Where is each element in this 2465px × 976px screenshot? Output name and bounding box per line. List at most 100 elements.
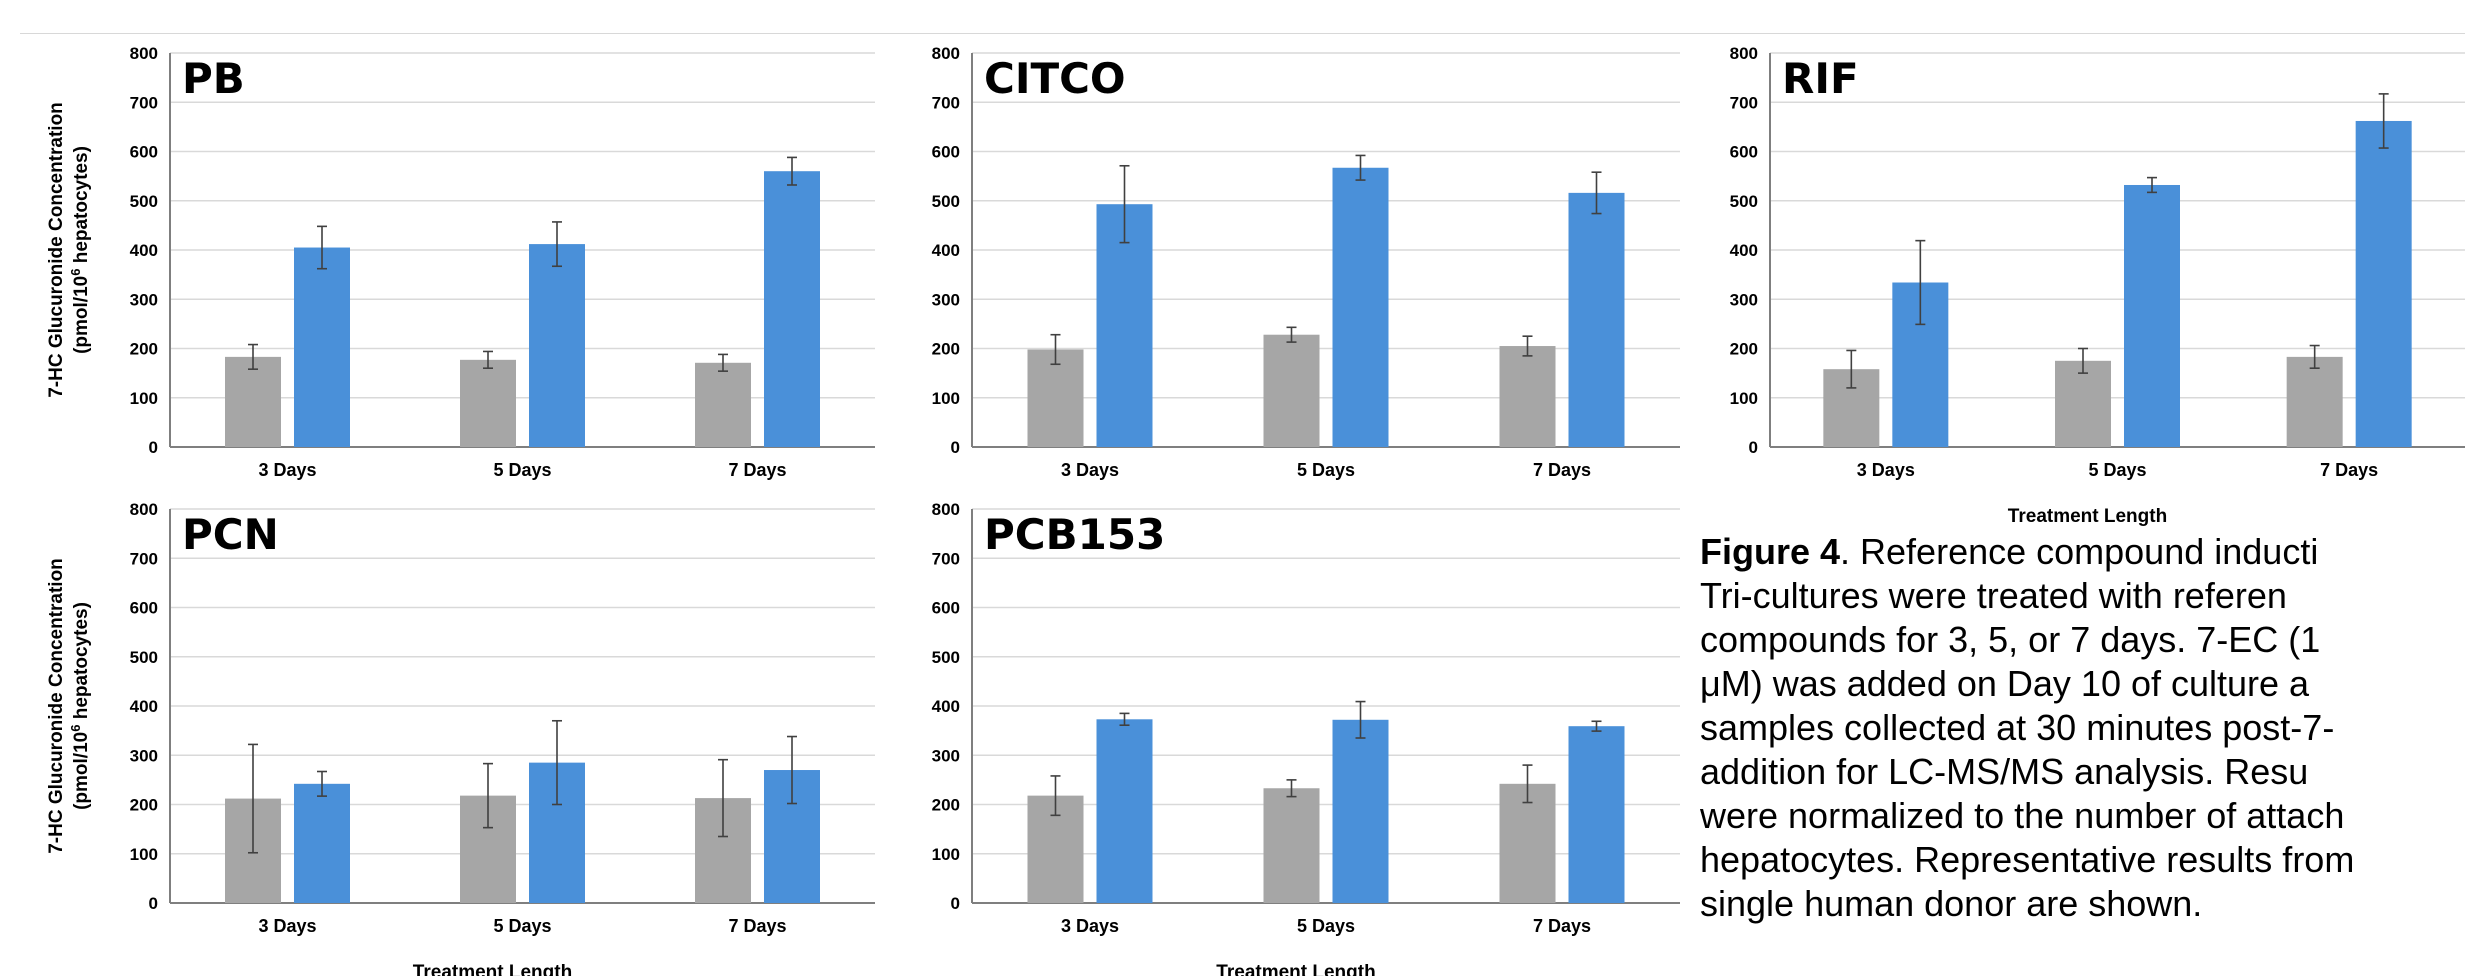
bar-treated-pb-1 (294, 247, 350, 447)
panel-pcn: 0 100 200 300 400 500 600 700 800 3 Days 5 Days 7 D… (46, 500, 875, 976)
error-bar (552, 719, 562, 806)
bar-treated-citco-3 (1568, 192, 1625, 447)
y-tick-label: 200 (130, 340, 158, 359)
y-tick-label: 800 (130, 44, 158, 63)
y-tick-label: 200 (130, 796, 158, 815)
y-tick-label: 800 (1730, 44, 1758, 63)
panel-title-pb: PB (182, 54, 245, 103)
y-tick-label: 400 (130, 241, 158, 260)
x-tick-label: 3 Days (1857, 460, 1915, 480)
bar-treated-pcb153-3 (1568, 726, 1625, 903)
error-bar (1355, 700, 1366, 739)
error-bar (317, 225, 327, 270)
error-bar (1286, 779, 1297, 798)
bar-control-rif-2 (2055, 360, 2111, 447)
error-bar (1522, 764, 1533, 804)
error-bar (1522, 335, 1533, 357)
bar-control-pb-2 (460, 359, 516, 447)
bar-treated-citco-1 (1096, 204, 1153, 447)
y-tick-label: 0 (951, 438, 960, 457)
y-tick-label: 800 (130, 500, 158, 519)
x-tick-label: 3 Days (258, 916, 316, 936)
panel-title-rif: RIF (1782, 54, 1859, 103)
bar-control-citco-2 (1263, 334, 1320, 447)
caption-line-4: μM) was added on Day 10 of culture a (1700, 663, 2310, 704)
panel-title-pcb153: PCB153 (984, 510, 1165, 559)
y-axis-title: 7-HC Glucuronide Concentration (pmol/106 … (46, 102, 92, 398)
error-bar (552, 221, 562, 268)
error-bar (1119, 712, 1130, 727)
panel-rif: 0 100 200 300 400 500 600 700 800 3 Days 5 Days 7 D… (1730, 44, 2465, 527)
y-tick-label: 300 (932, 290, 960, 309)
y-tick-label: 500 (130, 648, 158, 667)
y-tick-label: 100 (130, 845, 158, 864)
error-bar (248, 743, 258, 854)
x-tick-label: 5 Days (1297, 460, 1355, 480)
y-tick-label: 400 (1730, 241, 1758, 260)
y-tick-label: 600 (932, 143, 960, 162)
x-tick-label: 7 Days (1533, 916, 1591, 936)
error-bar (1119, 164, 1130, 244)
y-tick-label: 100 (130, 389, 158, 408)
error-bar (1050, 333, 1061, 366)
y-tick-label: 200 (932, 340, 960, 359)
y-tick-label: 700 (130, 93, 158, 112)
bar-control-citco-3 (1499, 346, 1556, 447)
y-tick-label: 300 (1730, 290, 1758, 309)
y-tick-label: 400 (130, 697, 158, 716)
y-tick-label: 600 (932, 599, 960, 618)
y-tick-label: 300 (932, 746, 960, 765)
x-tick-label: 3 Days (1061, 460, 1119, 480)
x-axis-title: Treatment Length (1216, 962, 1375, 976)
error-bar (483, 762, 493, 829)
error-bar (2078, 347, 2088, 374)
y-tick-label: 600 (1730, 143, 1758, 162)
caption-line-3: compounds for 3, 5, or 7 days. 7-EC (1 (1700, 619, 2321, 660)
y-tick-label: 600 (130, 143, 158, 162)
caption-label: Figure 4 (1700, 531, 1841, 572)
caption-line-2: Tri-cultures were treated with referen (1700, 575, 2287, 616)
caption-line-7: were normalized to the number of attach (1700, 795, 2345, 836)
y-tick-label: 600 (130, 599, 158, 618)
x-tick-label: 3 Days (1061, 916, 1119, 936)
x-tick-label: 3 Days (258, 460, 316, 480)
y-tick-label: 700 (932, 93, 960, 112)
bar-treated-pb-2 (529, 244, 585, 447)
x-tick-label: 5 Days (2088, 460, 2146, 480)
error-bar (1591, 171, 1602, 215)
y-tick-label: 800 (932, 500, 960, 519)
y-tick-label: 800 (932, 44, 960, 63)
x-tick-label: 5 Days (1297, 916, 1355, 936)
bar-treated-rif-2 (2124, 184, 2180, 448)
bar-treated-pb-3 (764, 171, 820, 447)
error-bar (483, 350, 493, 370)
y-tick-label: 700 (932, 549, 960, 568)
y-tick-label: 300 (130, 290, 158, 309)
x-tick-label: 5 Days (493, 460, 551, 480)
caption-line-9: single human donor are shown. (1700, 883, 2203, 924)
y-tick-label: 100 (932, 389, 960, 408)
panel-title-pcn: PCN (182, 510, 279, 559)
bar-control-pcb153-3 (1499, 783, 1556, 903)
y-tick-label: 500 (1730, 192, 1758, 211)
y-tick-label: 700 (1730, 93, 1758, 112)
y-tick-label: 0 (149, 894, 158, 913)
y-tick-label: 400 (932, 241, 960, 260)
y-tick-label: 200 (1730, 340, 1758, 359)
x-axis-title: Treatment Length (413, 962, 572, 976)
y-tick-label: 700 (130, 549, 158, 568)
bar-control-citco-1 (1027, 349, 1084, 447)
error-bar (1050, 775, 1061, 817)
error-bar (1355, 154, 1366, 181)
y-tick-label: 200 (932, 796, 960, 815)
x-tick-label: 7 Days (2320, 460, 2378, 480)
top-divider (20, 33, 2465, 34)
bar-control-pb-3 (695, 362, 751, 447)
panel-pcb153: 0 100 200 300 400 500 600 700 800 3 Days 5 Days 7 D… (932, 500, 1680, 976)
error-bar (317, 770, 327, 797)
caption-line-6: addition for LC-MS/MS analysis. Resu (1700, 751, 2309, 792)
bar-treated-citco-2 (1332, 167, 1389, 447)
panel-citco: 0 100 200 300 400 500 600 700 800 3 Days 5 Days 7 D… (932, 44, 1680, 480)
bar-control-pcb153-2 (1263, 788, 1320, 903)
